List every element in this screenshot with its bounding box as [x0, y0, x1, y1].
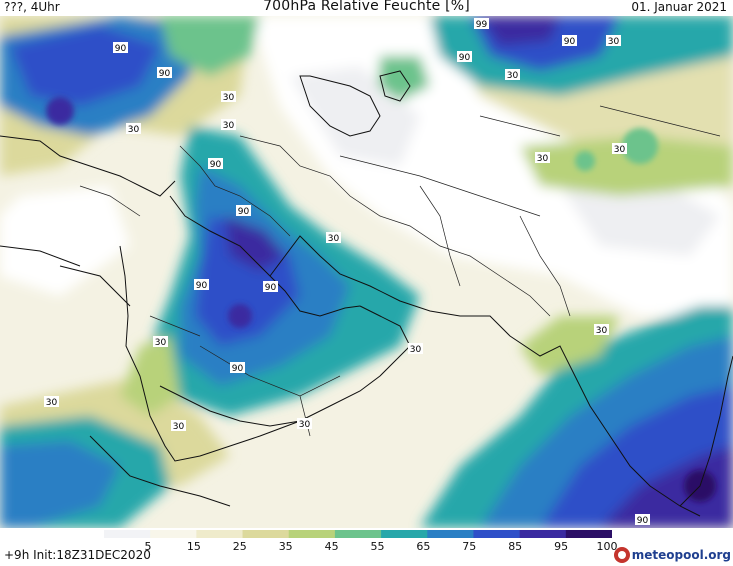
humidity-detail	[46, 97, 716, 502]
humidity-map-svg: 90 90 99 90 30 30 30 30 30 90 30 90 30 9…	[0, 16, 733, 528]
contour-label: 30	[153, 336, 168, 348]
colorbar-tick-label: 75	[462, 540, 477, 553]
contour-label: 90	[635, 514, 650, 526]
contour-label: 30	[505, 69, 520, 81]
contour-label: 30	[408, 343, 423, 355]
colorbar-segment	[473, 530, 521, 538]
svg-text:90: 90	[265, 283, 277, 293]
svg-text:90: 90	[232, 364, 244, 374]
colorbar-tick-label: 45	[324, 540, 339, 553]
colorbar-tick-label: 35	[278, 540, 293, 553]
contour-label: 30	[171, 420, 186, 432]
colorbar-tick-label: 100	[596, 540, 618, 553]
colorbar-tick-label: 15	[186, 540, 201, 553]
colorbar-segment	[565, 530, 612, 538]
svg-text:30: 30	[596, 326, 608, 336]
contour-label: 90	[457, 51, 472, 63]
colorbar-tick-label: 55	[370, 540, 385, 553]
svg-text:90: 90	[459, 53, 471, 63]
svg-text:30: 30	[173, 422, 185, 432]
colorbar-segment	[381, 530, 428, 538]
svg-text:30: 30	[46, 398, 58, 408]
svg-text:30: 30	[608, 37, 620, 47]
contour-label: 90	[562, 35, 577, 47]
svg-text:90: 90	[196, 281, 208, 291]
svg-text:99: 99	[476, 20, 488, 30]
svg-text:30: 30	[410, 345, 422, 355]
colorbar-tick-label: 95	[554, 540, 569, 553]
colorbar-segment	[150, 530, 197, 538]
contour-label: 90	[113, 42, 128, 54]
colorbar-segment	[196, 530, 244, 538]
brand-logo[interactable]: meteopool.org	[613, 546, 731, 564]
humidity-map: 90 90 99 90 30 30 30 30 30 90 30 90 30 9…	[0, 16, 733, 528]
contour-labels: 90 90 99 90 30 30 30 30 30 90 30 90 30 9…	[44, 18, 650, 526]
colorbar-segment	[104, 530, 151, 538]
contour-label: 99	[474, 18, 489, 30]
contour-label: 30	[594, 324, 609, 336]
colorbar-segment	[334, 530, 382, 538]
colorbar-segment	[427, 530, 474, 538]
contour-label: 30	[297, 418, 312, 430]
svg-text:90: 90	[115, 44, 127, 54]
svg-text:30: 30	[614, 145, 626, 155]
svg-text:30: 30	[155, 338, 167, 348]
contour-label: 90	[157, 67, 172, 79]
colorbar-tick-label: 25	[232, 540, 247, 553]
humidity-field	[0, 16, 733, 528]
header: ???, 4Uhr 700hPa Relative Feuchte [%] 01…	[0, 0, 733, 16]
colorbar-ticks: 5 15 25 35 45 55 65 75 85 95 100	[0, 540, 733, 554]
contour-label: 90	[194, 279, 209, 291]
svg-text:30: 30	[128, 125, 140, 135]
contour-label: 30	[606, 35, 621, 47]
svg-text:90: 90	[159, 69, 171, 79]
contour-label: 30	[535, 152, 550, 164]
page-title: 700hPa Relative Feuchte [%]	[263, 0, 470, 14]
init-time: +9h Init:18Z31DEC2020	[4, 548, 151, 562]
svg-text:30: 30	[223, 121, 235, 131]
svg-text:30: 30	[507, 71, 519, 81]
contour-label: 90	[208, 158, 223, 170]
svg-text:30: 30	[328, 234, 340, 244]
svg-text:90: 90	[564, 37, 576, 47]
brand-text: meteopool.org	[631, 548, 731, 562]
contour-label: 30	[221, 119, 236, 131]
svg-text:90: 90	[210, 160, 222, 170]
contour-label: 30	[221, 91, 236, 103]
svg-text:30: 30	[537, 154, 549, 164]
contour-label: 30	[126, 123, 141, 135]
header-date: 01. Januar 2021	[631, 0, 727, 14]
brand-icon	[613, 547, 630, 563]
contour-label: 30	[44, 396, 59, 408]
svg-text:30: 30	[299, 420, 311, 430]
svg-text:30: 30	[223, 93, 235, 103]
contour-label: 90	[263, 281, 278, 293]
colorbar	[104, 530, 612, 538]
svg-text:90: 90	[238, 207, 250, 217]
colorbar-segment	[242, 530, 290, 538]
svg-text:90: 90	[637, 516, 649, 526]
colorbar-segment	[288, 530, 336, 538]
header-time: ???, 4Uhr	[4, 0, 60, 14]
country-borders	[79, 105, 721, 437]
contour-label: 90	[236, 205, 251, 217]
colorbar-tick-label: 85	[508, 540, 523, 553]
contour-label: 30	[612, 143, 627, 155]
colorbar-tick-label: 5	[144, 540, 152, 553]
colorbar-segment	[519, 530, 567, 538]
colorbar-tick-label: 65	[416, 540, 431, 553]
contour-label: 30	[326, 232, 341, 244]
contour-label: 90	[230, 362, 245, 374]
